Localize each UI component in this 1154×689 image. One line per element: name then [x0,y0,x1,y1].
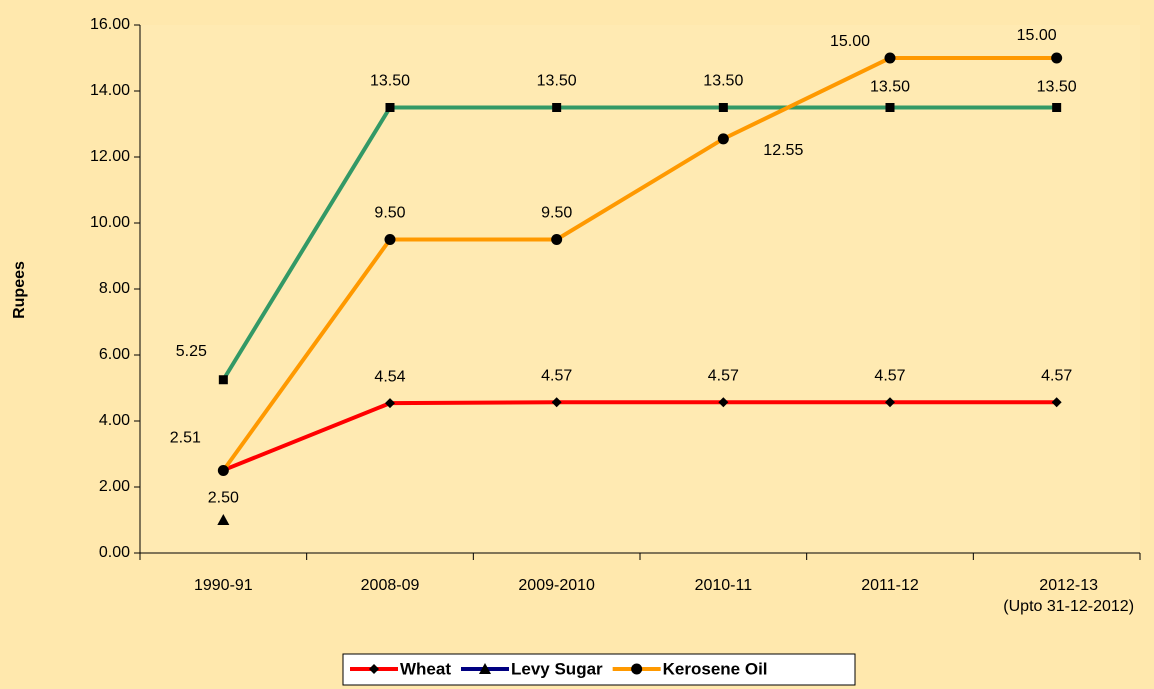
y-tick-label: 12.00 [90,148,130,165]
y-axis-label: Rupees [11,261,28,319]
data-label: 13.50 [370,73,410,90]
x-tick-label: 1990-91 [193,577,253,594]
series-line [221,56,1057,472]
y-tick-label: 16.00 [90,16,130,33]
data-label: 15.00 [1017,27,1057,44]
y-tick-label: 10.00 [90,214,130,231]
data-label: 4.57 [1041,367,1072,384]
y-tick-label: 2.00 [99,478,130,495]
y-tick-label: 8.00 [99,280,130,297]
data-label: 15.00 [830,33,870,50]
point [384,234,396,245]
x-tick-label: 2009-2010 [518,577,595,594]
legend-marker [369,664,379,674]
data-label: 12.55 [763,142,803,159]
point [885,103,895,112]
point [718,397,729,408]
legend-label: Levy Sugar [511,659,603,678]
data-label: 13.50 [870,79,910,96]
point [551,234,563,245]
legend-label: Kerosene Oil [663,659,768,678]
data-label: 5.25 [176,343,207,360]
x-tick-label: 2012-13 (Upto 31-12-2012) [1003,577,1135,615]
x-tick-label: 2011-12 [861,577,919,594]
data-label: 9.50 [541,205,572,222]
data-label: 2.51 [170,429,201,446]
point [385,103,395,112]
y-tick-label: 14.00 [90,82,130,99]
point [217,465,229,476]
legend-label: Wheat [400,659,451,678]
point [718,103,728,112]
point [1051,397,1062,408]
legend-box [342,653,856,686]
point [1052,103,1062,112]
point [717,133,729,145]
y-tick-label: 6.00 [99,346,130,363]
data-label: 4.54 [374,368,405,385]
legend-marker [479,663,491,674]
plot-area [140,25,1140,553]
series-line [222,400,1057,473]
point [552,103,562,112]
point [218,375,228,385]
legend-marker [631,663,643,675]
data-label: 13.50 [537,73,577,90]
x-tick-label: 2010-11 [694,577,753,594]
series-line [221,105,1057,381]
data-label: 2.50 [208,490,239,507]
point [1051,52,1063,64]
data-label: 4.57 [541,367,572,384]
point [885,397,895,408]
point [217,514,230,525]
y-tick-label: 4.00 [99,412,130,429]
data-label: 4.57 [874,367,905,384]
point [551,397,562,408]
legend: Wheat Levy Sugar Kerosene Oil [342,653,856,686]
data-label: 4.57 [708,367,739,384]
data-label: 13.50 [703,73,743,90]
x-tick-label: 2008-09 [360,577,420,594]
data-label: 13.50 [1037,79,1077,96]
y-tick-label: 0.00 [99,544,130,561]
data-label: 9.50 [374,205,405,222]
point [385,398,395,409]
point [884,52,896,64]
